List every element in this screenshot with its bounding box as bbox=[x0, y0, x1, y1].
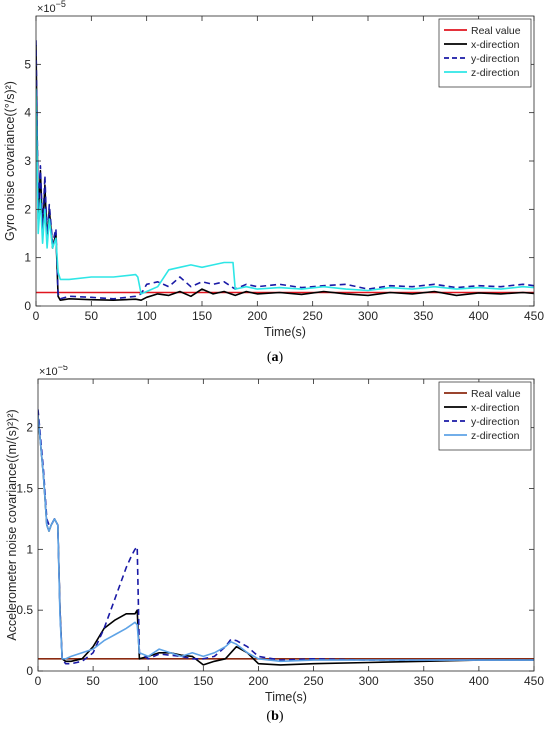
caption-b: (b) bbox=[266, 709, 284, 724]
x-tick-label: 0 bbox=[33, 309, 40, 323]
x-tick-label: 50 bbox=[85, 309, 99, 323]
x-tick-label: 250 bbox=[304, 674, 324, 688]
legend-label: x-direction bbox=[471, 402, 520, 414]
y-tick-label: 5 bbox=[24, 57, 31, 71]
x-tick-label: 450 bbox=[524, 674, 544, 688]
y-tick-label: 1.5 bbox=[16, 482, 33, 496]
x-tick-label: 200 bbox=[248, 674, 268, 688]
legend-label: y-direction bbox=[471, 416, 520, 428]
y-tick-label: 3 bbox=[24, 154, 31, 168]
x-tick-label: 350 bbox=[414, 674, 434, 688]
series-line-z-direction bbox=[36, 88, 534, 295]
y-tick-label: 4 bbox=[24, 106, 31, 120]
series-line-x-direction bbox=[38, 415, 534, 666]
y-tick-label: 1 bbox=[26, 542, 33, 556]
legend-label: Real value bbox=[471, 25, 521, 37]
y-tick-label: 0 bbox=[24, 299, 31, 313]
x-tick-label: 0 bbox=[35, 674, 42, 688]
x-tick-label: 100 bbox=[138, 674, 158, 688]
legend-label: y-direction bbox=[471, 53, 520, 65]
x-tick-label: 400 bbox=[469, 309, 489, 323]
legend-label: Real value bbox=[471, 388, 521, 400]
y-tick-label: 0 bbox=[26, 664, 33, 678]
x-tick-label: 300 bbox=[358, 309, 378, 323]
y-axis-label: Accelerometer noise covariance((m/(s)²)²… bbox=[5, 409, 19, 640]
series-group bbox=[36, 40, 534, 302]
series-line-z-direction bbox=[38, 415, 534, 663]
legend-label: x-direction bbox=[471, 39, 520, 51]
x-tick-label: 200 bbox=[247, 309, 267, 323]
x-tick-label: 400 bbox=[469, 674, 489, 688]
series-line-y-direction bbox=[36, 40, 534, 300]
exponent-label: ×10−5 bbox=[39, 365, 68, 378]
chart-panel-b: 0 50 100 150 200 250 300 350 400 450 0 0.5 1 1.5 2 ×10−… bbox=[0, 365, 550, 730]
y-tick-label: 2 bbox=[26, 421, 33, 435]
exponent-label: ×10−5 bbox=[37, 0, 66, 15]
y-tick-label: 1 bbox=[24, 251, 31, 265]
x-axis-label: Time(s) bbox=[265, 690, 307, 704]
x-tick-label: 350 bbox=[413, 309, 433, 323]
y-axis-label: Gyro noise covariance((°/s)²) bbox=[3, 81, 17, 241]
x-tick-label: 150 bbox=[193, 674, 213, 688]
x-axis-label: Time(s) bbox=[264, 325, 306, 339]
series-group bbox=[38, 409, 534, 666]
series-line-y-direction bbox=[38, 409, 534, 665]
x-tick-label: 450 bbox=[524, 309, 544, 323]
x-tick-label: 50 bbox=[86, 674, 100, 688]
x-tick-label: 150 bbox=[192, 309, 212, 323]
accelerometer-chart: 0 50 100 150 200 250 300 350 400 450 0 0.5 1 1.5 2 ×10−… bbox=[5, 365, 544, 704]
caption-a: (a) bbox=[266, 350, 284, 365]
legend-label: z-direction bbox=[471, 430, 520, 442]
chart-panel-a: 0 50 100 150 200 250 300 350 400 450 0 1 2 3 4 5 ×10−5 Ti… bbox=[3, 0, 544, 365]
plot-frame bbox=[37, 378, 535, 672]
y-tick-label: 0.5 bbox=[16, 603, 33, 617]
x-tick-label: 250 bbox=[303, 309, 323, 323]
x-tick-label: 300 bbox=[359, 674, 379, 688]
x-tick-label: 100 bbox=[137, 309, 157, 323]
y-tick-label: 2 bbox=[24, 202, 31, 216]
gyro-chart: 0 50 100 150 200 250 300 350 400 450 0 1 2 3 4 5 ×10−5 Ti… bbox=[3, 0, 544, 339]
legend-label: z-direction bbox=[471, 67, 520, 79]
